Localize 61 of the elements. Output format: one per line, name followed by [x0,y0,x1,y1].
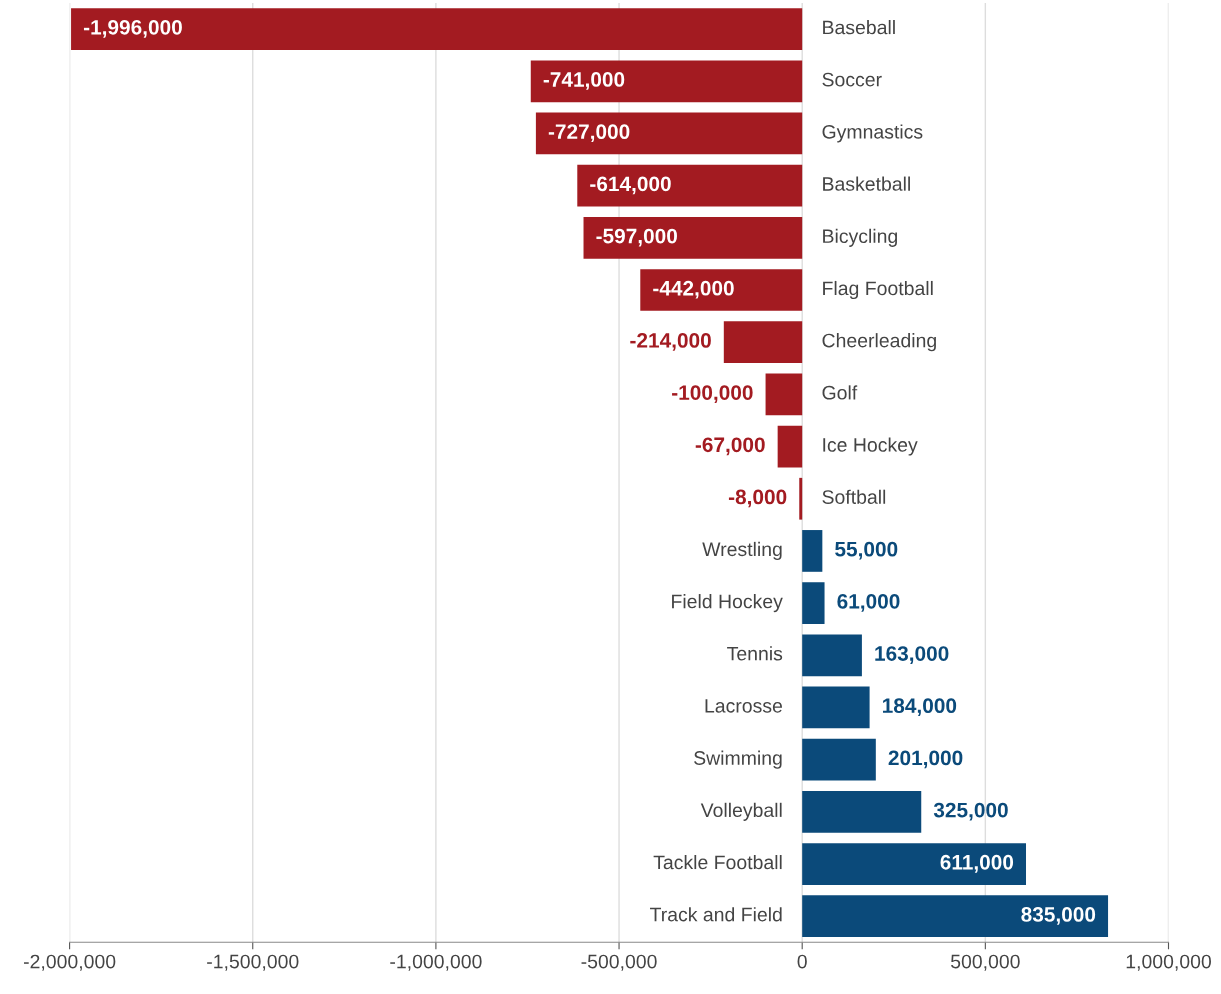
bar [577,164,803,207]
y-tick-label: Volleyball [700,802,782,821]
bar [802,843,1027,885]
bar [765,373,803,416]
y-tick-label: Tennis [727,646,783,661]
data-label: 611,000 [940,854,1014,873]
bar [777,425,803,468]
data-label: -442,000 [653,280,734,299]
data-label: -727,000 [548,124,630,143]
bar [71,8,803,50]
y-tick-label: Bicycling [823,228,898,247]
data-label: -67,000 [695,437,765,456]
data-label: -214,000 [630,333,711,351]
data-label: 201,000 [888,750,963,769]
x-tick-label: -1,000,000 [390,954,482,971]
bar [802,582,825,624]
x-tick-label: -500,000 [581,954,657,971]
bar [530,60,803,103]
y-tick-label: Gymnastics [822,124,923,143]
x-tick-label: -1,500,000 [207,954,299,971]
y-tick-label: Track and Field [650,907,782,922]
x-tick-label: 500,000 [950,954,1020,971]
x-tick-label: 0 [797,954,807,969]
y-tick-label: Lacrosse [705,699,782,713]
bar [583,216,803,259]
bar [535,112,803,155]
data-label: -597,000 [596,228,677,247]
bar [802,738,876,781]
bar [802,530,823,572]
x-tick-label: -2,000,000 [23,954,116,971]
y-tick-label: Soccer [822,72,882,87]
data-label: -614,000 [590,176,671,195]
data-label: 325,000 [933,802,1008,821]
y-tick-label: Baseball [823,20,895,35]
bar [640,269,803,311]
data-label: -741,000 [543,72,625,90]
y-tick-label: Softball [822,489,886,504]
data-label: 163,000 [875,646,949,664]
bar [802,634,862,677]
y-tick-label: Field Hockey [672,594,783,613]
data-label: 835,000 [1021,907,1096,925]
y-tick-label: Flag Football [823,280,933,300]
data-label: -1,996,000 [83,19,182,38]
data-label: 55,000 [835,541,898,560]
bar [802,790,922,833]
bar [802,686,870,729]
data-label: 61,000 [837,593,900,612]
data-label: 184,000 [883,698,957,717]
data-label: -100,000 [672,385,753,403]
y-tick-label: Tackle Football [653,854,782,870]
y-tick-label: Swimming [694,750,782,769]
y-tick-label: Cheerleading [822,333,936,352]
y-tick-label: Basketball [823,176,910,191]
x-tick-label: 1,000,000 [1126,954,1211,971]
y-tick-label: Ice Hockey [823,437,918,456]
bar [799,477,803,520]
bar [802,895,1109,938]
y-tick-label: Golf [822,385,858,400]
bar [723,321,803,364]
data-label: -8,000 [728,489,787,508]
y-tick-label: Wrestling [702,541,782,560]
